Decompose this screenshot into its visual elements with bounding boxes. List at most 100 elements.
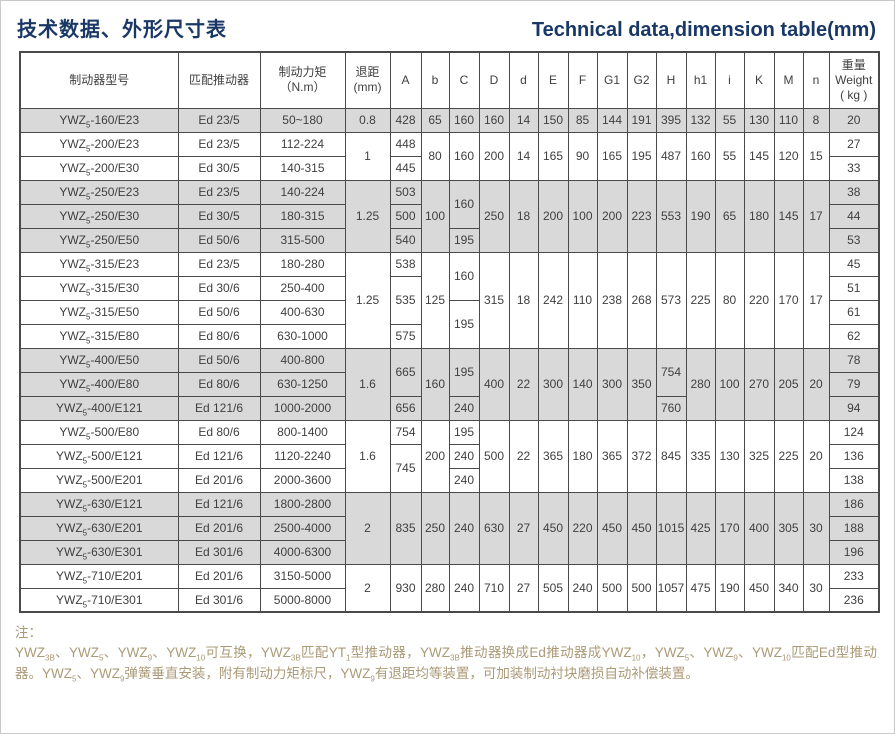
cell-d: 22 xyxy=(508,419,539,493)
cell-torque: 1800-2800 xyxy=(259,491,346,517)
cell-model: YWZ5-400/E50 xyxy=(19,347,179,373)
cell-K: 145 xyxy=(743,131,775,181)
column-header-G1: G1 xyxy=(596,51,628,109)
column-header-b: b xyxy=(420,51,450,109)
cell-E: 365 xyxy=(537,419,569,493)
footnote-label: 注： xyxy=(15,625,42,640)
cell-pusher: Ed 50/6 xyxy=(177,347,261,373)
cell-torque: 630-1000 xyxy=(259,323,346,349)
cell-n: 17 xyxy=(802,179,830,253)
table-row: YWZ5-630/E121 Ed 121/6 1800-2800 2 835 250 240… xyxy=(19,491,880,565)
cell-weight: 196 xyxy=(828,539,880,565)
cell-model: YWZ5-710/E201 xyxy=(19,563,179,589)
column-header-F: F xyxy=(567,51,598,109)
cell-torque: 50~180 xyxy=(259,107,346,133)
cell-K: 180 xyxy=(743,179,775,253)
table-row: YWZ5-315/E30 Ed 30/6 250-400 535 51 xyxy=(19,275,880,325)
cell-i: 80 xyxy=(714,251,745,349)
cell-H: 395 xyxy=(655,107,687,133)
cell-backstroke: 1.25 xyxy=(344,251,391,349)
column-header-pusher: 匹配推动器 xyxy=(177,51,261,109)
cell-backstroke: 2 xyxy=(344,491,391,565)
cell-d: 27 xyxy=(508,491,539,565)
cell-backstroke: 2 xyxy=(344,563,391,613)
cell-A: 665 xyxy=(389,347,422,397)
cell-C: 240 xyxy=(448,563,480,613)
column-header-H: H xyxy=(655,51,687,109)
cell-D: 400 xyxy=(478,347,510,421)
cell-pusher: Ed 23/5 xyxy=(177,251,261,277)
cell-C: 160 xyxy=(448,107,480,133)
cell-d: 14 xyxy=(508,107,539,133)
table-row: YWZ5-250/E23 Ed 23/5 140-224 1.25 503 100 160 2… xyxy=(19,179,880,253)
cell-torque: 250-400 xyxy=(259,275,346,301)
cell-M: 225 xyxy=(773,419,804,493)
cell-G1: 165 xyxy=(596,131,628,181)
cell-D: 630 xyxy=(478,491,510,565)
cell-G1: 450 xyxy=(596,491,628,565)
cell-E: 450 xyxy=(537,491,569,565)
cell-b: 250 xyxy=(420,491,450,565)
cell-model: YWZ5-250/E23 xyxy=(19,179,179,205)
cell-M: 145 xyxy=(773,179,804,253)
cell-A: 745 xyxy=(389,443,422,493)
cell-A: 503 xyxy=(389,179,422,205)
cell-backstroke: 0.8 xyxy=(344,107,391,133)
cell-E: 300 xyxy=(537,347,569,421)
cell-model: YWZ5-250/E30 xyxy=(19,203,179,229)
cell-G2: 268 xyxy=(626,251,657,349)
cell-pusher: Ed 121/6 xyxy=(177,395,261,421)
table-row: YWZ5-710/E301 Ed 301/6 5000-8000 236 xyxy=(19,587,880,613)
cell-pusher: Ed 30/5 xyxy=(177,155,261,181)
cell-n: 30 xyxy=(802,491,830,565)
cell-weight: 94 xyxy=(828,395,880,421)
cell-F: 140 xyxy=(567,347,598,421)
cell-K: 400 xyxy=(743,491,775,565)
cell-model: YWZ5-500/E80 xyxy=(19,419,179,445)
table-row: YWZ5-500/E121 Ed 121/6 1120-2240 745 240 136 xyxy=(19,443,880,493)
cell-weight: 38 xyxy=(828,179,880,205)
table-row: YWZ5-200/E30 Ed 30/5 140-315 445 33 xyxy=(19,155,880,181)
cell-torque: 315-500 xyxy=(259,227,346,253)
cell-torque: 2000-3600 xyxy=(259,467,346,493)
cell-model: YWZ5-315/E23 xyxy=(19,251,179,277)
cell-model: YWZ5-400/E121 xyxy=(19,395,179,421)
cell-n: 8 xyxy=(802,107,830,133)
cell-F: 180 xyxy=(567,419,598,493)
cell-H: 1015 xyxy=(655,491,687,565)
cell-pusher: Ed 301/6 xyxy=(177,587,261,613)
cell-weight: 186 xyxy=(828,491,880,517)
cell-weight: 138 xyxy=(828,467,880,493)
cell-h1: 425 xyxy=(685,491,716,565)
cell-pusher: Ed 201/6 xyxy=(177,563,261,589)
cell-d: 18 xyxy=(508,251,539,349)
cell-K: 450 xyxy=(743,563,775,613)
column-header-D: D xyxy=(478,51,510,109)
cell-E: 150 xyxy=(537,107,569,133)
cell-model: YWZ5-630/E201 xyxy=(19,515,179,541)
cell-torque: 140-315 xyxy=(259,155,346,181)
cell-C: 195 xyxy=(448,299,480,349)
cell-pusher: Ed 121/6 xyxy=(177,443,261,469)
cell-D: 315 xyxy=(478,251,510,349)
cell-F: 85 xyxy=(567,107,598,133)
cell-b: 100 xyxy=(420,179,450,253)
cell-torque: 2500-4000 xyxy=(259,515,346,541)
cell-M: 170 xyxy=(773,251,804,349)
cell-G2: 500 xyxy=(626,563,657,613)
cell-C: 240 xyxy=(448,491,480,565)
cell-backstroke: 1 xyxy=(344,131,391,181)
column-header-model: 制动器型号 xyxy=(19,51,179,109)
column-header-backstroke: 退距 (mm) xyxy=(344,51,391,109)
column-header-K: K xyxy=(743,51,775,109)
cell-weight: 44 xyxy=(828,203,880,229)
cell-n: 30 xyxy=(802,563,830,613)
cell-pusher: Ed 80/6 xyxy=(177,371,261,397)
cell-H: 573 xyxy=(655,251,687,349)
cell-G1: 365 xyxy=(596,419,628,493)
cell-torque: 112-224 xyxy=(259,131,346,157)
column-header-d: d xyxy=(508,51,539,109)
cell-pusher: Ed 301/6 xyxy=(177,539,261,565)
footnote-text: YWZ3B、YWZ5、YWZ9、YWZ10可互换，YWZ3B匹配YT1型推动器，… xyxy=(15,645,877,684)
